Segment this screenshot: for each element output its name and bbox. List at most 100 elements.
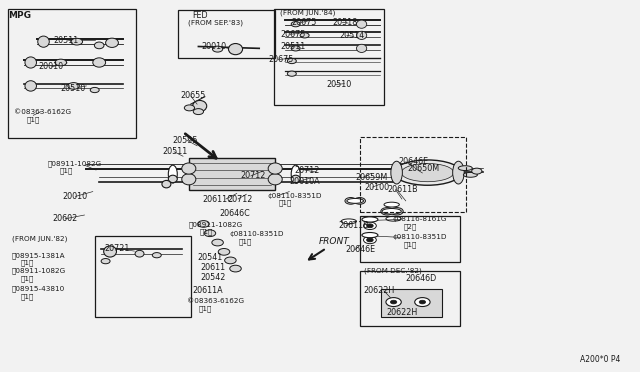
Text: 20541: 20541 [197,253,222,262]
Text: 20611B: 20611B [338,221,369,230]
Text: 20646C: 20646C [219,209,250,218]
Circle shape [212,239,223,246]
Text: 20712: 20712 [294,166,320,174]
Ellipse shape [25,81,36,91]
Ellipse shape [341,219,356,224]
Circle shape [291,22,300,27]
Circle shape [364,222,376,230]
Text: FRONT: FRONT [319,237,349,246]
Circle shape [386,298,401,307]
Circle shape [90,87,99,93]
Circle shape [71,38,83,45]
Circle shape [55,59,67,66]
Ellipse shape [401,164,454,182]
Ellipse shape [182,174,196,185]
Text: 20514: 20514 [339,31,364,40]
Ellipse shape [463,172,477,177]
Ellipse shape [228,44,243,55]
Bar [95,236,191,317]
Circle shape [204,230,216,237]
Bar [178,10,275,58]
Text: 20712: 20712 [227,195,253,203]
Ellipse shape [162,180,171,188]
Text: （1）: （1） [239,238,252,245]
Circle shape [230,265,241,272]
Text: （1）: （1） [403,241,417,248]
Circle shape [198,221,209,227]
Ellipse shape [268,174,282,185]
Text: ⓝ08911-1082G: ⓝ08911-1082G [12,267,66,274]
Text: (FROM JUN.'82): (FROM JUN.'82) [12,235,67,242]
Text: ¢08116-8161G: ¢08116-8161G [392,217,447,222]
Text: 20602: 20602 [52,214,77,223]
Circle shape [101,259,110,264]
Text: A200*0 P4: A200*0 P4 [580,355,621,364]
Text: 20595: 20595 [173,136,198,145]
Circle shape [419,300,426,304]
Text: ⓝ08911-1082G: ⓝ08911-1082G [48,160,102,167]
Circle shape [291,46,300,51]
Circle shape [367,224,373,228]
Ellipse shape [168,165,177,183]
Text: （1）: （1） [278,200,292,206]
Circle shape [390,300,397,304]
Text: 20611C: 20611C [202,195,233,203]
Text: 20655: 20655 [180,92,206,100]
Ellipse shape [291,165,300,183]
Ellipse shape [104,246,116,257]
Circle shape [345,198,356,204]
Bar [8,9,136,138]
Ellipse shape [93,58,106,67]
Text: 20542: 20542 [200,273,226,282]
Text: ⓜ08915-43810: ⓜ08915-43810 [12,286,65,292]
Bar [360,216,460,262]
Text: （1）: （1） [21,275,35,282]
Ellipse shape [386,216,401,221]
Text: ⓜ08915-1381A: ⓜ08915-1381A [12,252,65,259]
Ellipse shape [25,57,36,68]
Circle shape [68,83,79,89]
Text: 20622H: 20622H [386,308,417,317]
Circle shape [472,168,482,174]
Text: （1）: （1） [200,229,213,235]
Ellipse shape [458,166,472,170]
Circle shape [354,198,365,204]
Bar [360,271,460,326]
Ellipse shape [268,163,282,174]
Text: 20518: 20518 [333,18,358,27]
Text: 20611: 20611 [200,263,225,272]
Ellipse shape [38,36,49,47]
Circle shape [390,208,403,215]
Text: 20010A: 20010A [289,177,320,186]
Circle shape [381,208,394,215]
Circle shape [218,248,230,255]
Text: （1）: （1） [27,116,40,123]
Text: （1）: （1） [21,293,35,300]
Circle shape [184,105,195,111]
Text: 20646D: 20646D [405,274,436,283]
Text: 20622H: 20622H [363,286,394,295]
Text: 20646E: 20646E [398,157,428,166]
Text: 20510: 20510 [60,84,85,93]
Ellipse shape [382,208,401,214]
Bar [381,289,442,317]
Text: （1）: （1） [21,260,35,266]
Text: （1）: （1） [198,305,212,312]
Circle shape [415,298,430,307]
Ellipse shape [452,161,464,184]
Text: 20650M: 20650M [408,164,440,173]
Ellipse shape [356,20,367,28]
Text: 20511: 20511 [53,36,78,45]
Circle shape [287,58,296,64]
Text: ¢08110-8351D: ¢08110-8351D [229,231,284,237]
Text: 20511: 20511 [280,42,305,51]
Ellipse shape [95,42,104,49]
Ellipse shape [356,31,367,39]
Text: 20712: 20712 [241,171,266,180]
Text: ¢08110-8351D: ¢08110-8351D [392,234,447,240]
Ellipse shape [384,202,399,207]
Text: 20100: 20100 [365,183,390,192]
Ellipse shape [106,38,118,47]
Text: (FROM DEC.'82): (FROM DEC.'82) [364,267,421,274]
Text: ©08363-6162G: ©08363-6162G [14,109,71,115]
